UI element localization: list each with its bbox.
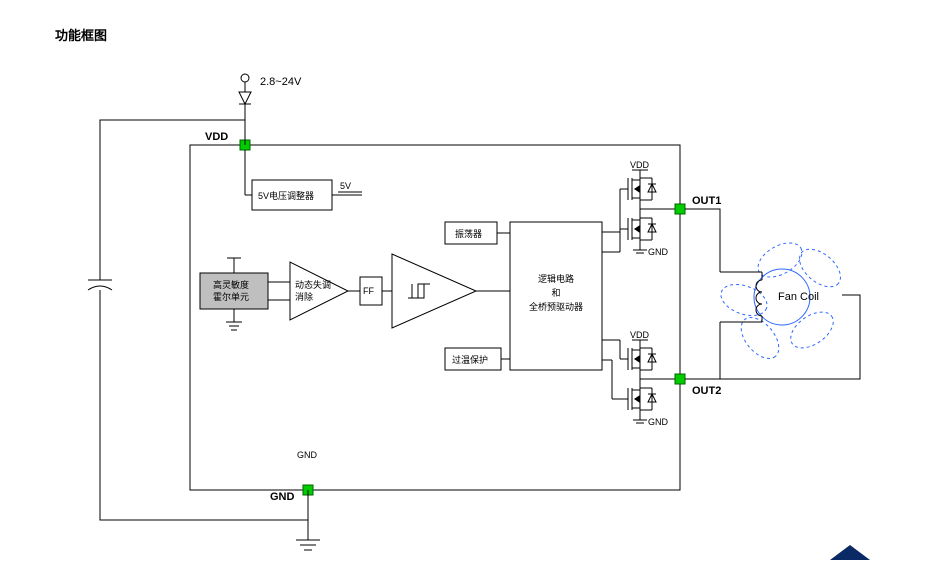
svg-text:GND: GND [648, 417, 669, 427]
ground-symbol [296, 540, 320, 550]
out2-pad [675, 374, 685, 384]
svg-text:消除: 消除 [295, 291, 313, 302]
comparator-block [392, 254, 476, 328]
out2-label: OUT2 [692, 385, 721, 397]
ff-text: FF [363, 286, 374, 296]
logic-line3: 全桥预驱动器 [529, 301, 583, 312]
svg-text:VDD: VDD [630, 330, 650, 340]
vreg-text: 5V电压调整器 [258, 190, 314, 201]
hall-line1: 高灵敏度 [213, 279, 249, 290]
logic-line2: 和 [551, 288, 560, 298]
gnd-label: GND [270, 491, 295, 503]
out1-pad [675, 204, 685, 214]
logic-line1: 逻辑电路 [538, 273, 574, 284]
svg-text:GND: GND [648, 247, 669, 257]
doc-block: 动态失调 消除 [290, 262, 348, 320]
osc-text: 振荡器 [455, 228, 482, 239]
diagram-title: 功能框图 [55, 28, 107, 43]
hall-block [200, 273, 268, 309]
supply-range-label: 2.8~24V [260, 76, 302, 88]
fan-coil-label: Fan Coil [778, 291, 819, 303]
fan-coil: Fan Coil [685, 209, 860, 379]
out1-label: OUT1 [692, 195, 721, 207]
vreg-out-label: 5V [340, 181, 351, 191]
otp-text: 过温保护 [452, 354, 488, 365]
gnd-label-inner: GND [297, 450, 318, 460]
hall-line2: 霍尔单元 [213, 291, 249, 302]
svg-text:VDD: VDD [630, 160, 650, 170]
svg-text:动态失调: 动态失调 [295, 279, 331, 290]
supply-input: 2.8~24V [239, 74, 302, 145]
vdd-label: VDD [205, 131, 228, 143]
page-corner-icon [830, 545, 870, 560]
